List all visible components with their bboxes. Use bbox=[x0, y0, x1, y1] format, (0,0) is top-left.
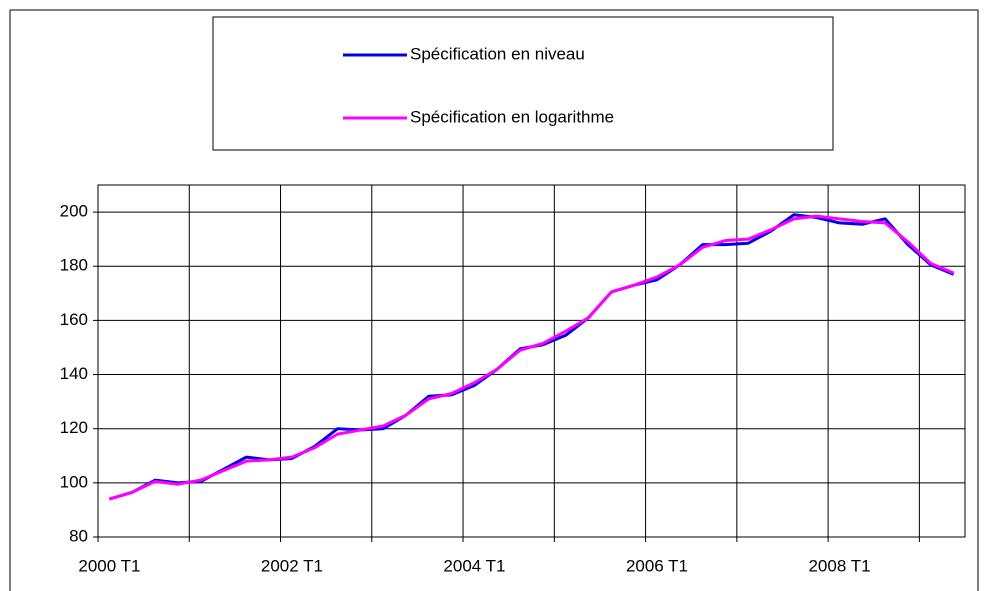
y-tick-label: 140 bbox=[60, 364, 88, 383]
y-tick-label: 200 bbox=[60, 202, 88, 221]
x-tick-label: 2000 T1 bbox=[78, 556, 140, 575]
y-tick-label: 160 bbox=[60, 310, 88, 329]
x-tick-label: 2006 T1 bbox=[626, 556, 688, 575]
plot-area: 80 100 120 140 160 180 200 2000 T1 2002 T1 2004 T… bbox=[60, 184, 966, 575]
legend-label: Spécification en logarithme bbox=[410, 107, 614, 126]
legend-box bbox=[212, 16, 834, 151]
plot-border bbox=[97, 184, 966, 538]
y-tick-label: 100 bbox=[60, 472, 88, 491]
legend: Spécification en niveau Spécification en … bbox=[343, 44, 614, 126]
y-tick-label: 120 bbox=[60, 418, 88, 437]
series-line bbox=[108, 214, 955, 501]
x-tick-label: 2008 T1 bbox=[808, 556, 870, 575]
x-tick-label: 2002 T1 bbox=[261, 556, 323, 575]
legend-label: Spécification en niveau bbox=[410, 44, 585, 63]
x-tick-label: 2004 T1 bbox=[443, 556, 505, 575]
y-tick-label: 180 bbox=[60, 256, 88, 275]
y-tick-label: 80 bbox=[69, 526, 88, 545]
